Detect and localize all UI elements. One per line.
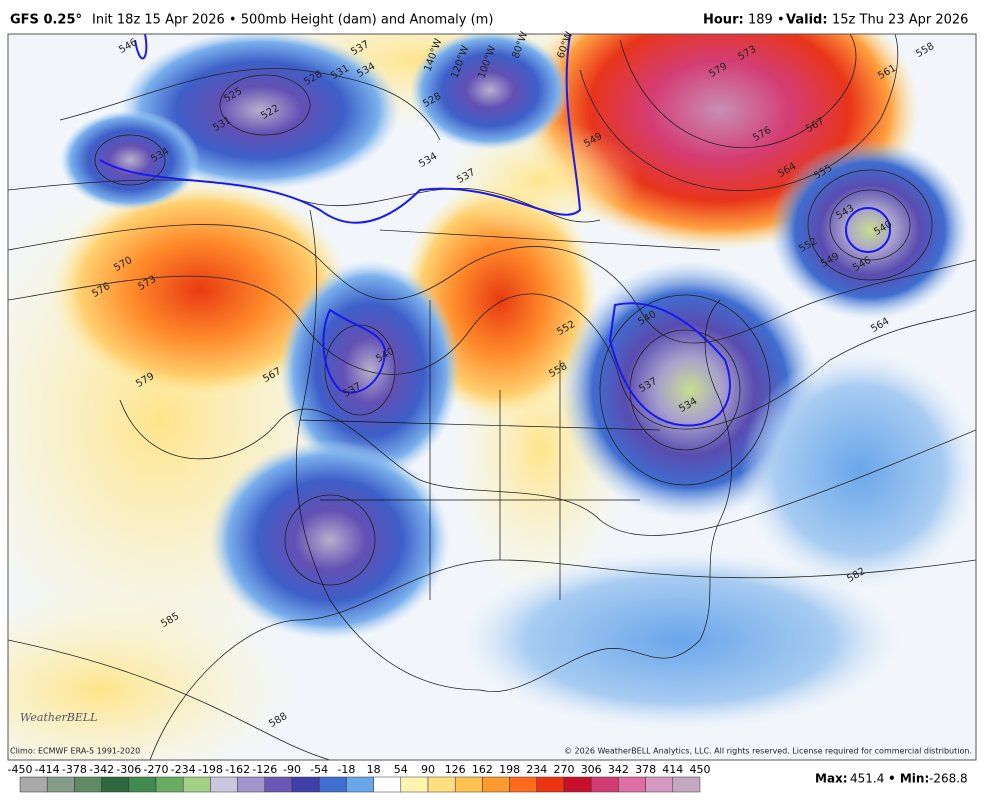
color-swatch: [155, 776, 184, 793]
valid-label: Valid:: [786, 13, 828, 28]
color-swatch: [291, 776, 320, 793]
max: 451.4: [850, 772, 884, 786]
anomaly-area: [8, 590, 300, 760]
anomaly-area: [50, 180, 350, 400]
colorbar-tick-label: -306: [116, 763, 141, 776]
colorbar-tick-label: -54: [310, 763, 328, 776]
colorbar-tick-label: 234: [526, 763, 547, 776]
anomaly-area: [770, 140, 970, 320]
climo: Climo: ECMWF ERA-5 1991-2020: [10, 747, 140, 756]
color-swatch: [618, 776, 646, 793]
init-title: Init 18z 15 Apr 2026 • 500mb Height (dam…: [92, 13, 493, 28]
map: [8, 34, 976, 760]
colorbar-tick-label: -234: [171, 763, 196, 776]
max-label: Max:: [815, 772, 848, 786]
anomaly-area: [60, 110, 200, 210]
color-swatch: [536, 776, 565, 793]
color-swatch: [237, 776, 266, 793]
color-swatch: [210, 776, 238, 793]
colorbar-tick-label: -198: [198, 763, 223, 776]
color-swatch: [19, 776, 48, 793]
color-swatch: [672, 776, 701, 793]
color-swatch: [373, 776, 402, 793]
color-swatch: [590, 776, 619, 793]
anomaly-area: [460, 550, 900, 730]
anomaly-area: [740, 350, 976, 590]
color-swatch: [400, 776, 429, 793]
colorbar-tick-label: 342: [608, 763, 629, 776]
valid: 15z Thu 23 Apr 2026: [832, 13, 968, 28]
color-swatch: [128, 776, 157, 793]
color-swatch: [645, 776, 674, 793]
hour-label: Hour:: [703, 13, 744, 28]
color-swatch: [346, 776, 374, 793]
anomaly-area: [410, 34, 570, 150]
color-swatch: [46, 776, 75, 793]
colorbar-tick-label: -126: [252, 763, 277, 776]
map-frame: [7, 33, 977, 761]
min: -268.8: [929, 772, 968, 786]
colorbar-tick-label: 378: [635, 763, 656, 776]
colorbar-tick-label: 18: [367, 763, 381, 776]
color-swatch: [318, 776, 347, 793]
color-swatch: [454, 776, 483, 793]
coastlines: [295, 209, 732, 692]
colorbar: -450 -414 -378 -342 -306 -270 -234 -198 -162 -126…: [8, 763, 711, 793]
color-swatch: [101, 776, 130, 793]
colorbar-tick-label: 306: [581, 763, 602, 776]
colorbar-tick-label: -90: [283, 763, 301, 776]
color-swatch: [509, 776, 538, 793]
reference-contour: [99, 34, 891, 427]
hour: 189 •: [748, 13, 785, 28]
colorbar-tick-label: -378: [62, 763, 87, 776]
colorbar-tick-label: -162: [225, 763, 250, 776]
colorbar-tick-label: 270: [554, 763, 575, 776]
colorbar-tick-label: -450: [8, 763, 33, 776]
colorbar-tick-label: 90: [421, 763, 435, 776]
colorbar-tick-label: -18: [337, 763, 355, 776]
color-swatch: [563, 776, 592, 793]
colorbar-tick-label: 126: [445, 763, 466, 776]
anomaly-area: [280, 260, 460, 480]
anomaly-area: [210, 440, 450, 640]
colorbar-tick-label: -270: [144, 763, 169, 776]
colorbar-tick-label: -342: [89, 763, 114, 776]
min-label: • Min:: [888, 772, 929, 786]
color-swatch: [427, 776, 456, 793]
colorbar-tick-label: -414: [35, 763, 60, 776]
colorbar-tick-label: 198: [499, 763, 520, 776]
colorbar-tick-label: 414: [662, 763, 683, 776]
color-swatch: [182, 776, 211, 793]
logo: WeatherBELL: [20, 711, 97, 724]
model: GFS 0.25°: [10, 13, 82, 28]
color-swatch: [74, 776, 102, 793]
colorbar-tick-label: 450: [690, 763, 711, 776]
copyright: © 2026 WeatherBELL Analytics, LLC. All r…: [564, 747, 972, 756]
colorbar-tick-label: 162: [472, 763, 493, 776]
color-swatch: [482, 776, 510, 793]
colorbar-tick-label: 54: [394, 763, 408, 776]
color-swatch: [264, 776, 293, 793]
